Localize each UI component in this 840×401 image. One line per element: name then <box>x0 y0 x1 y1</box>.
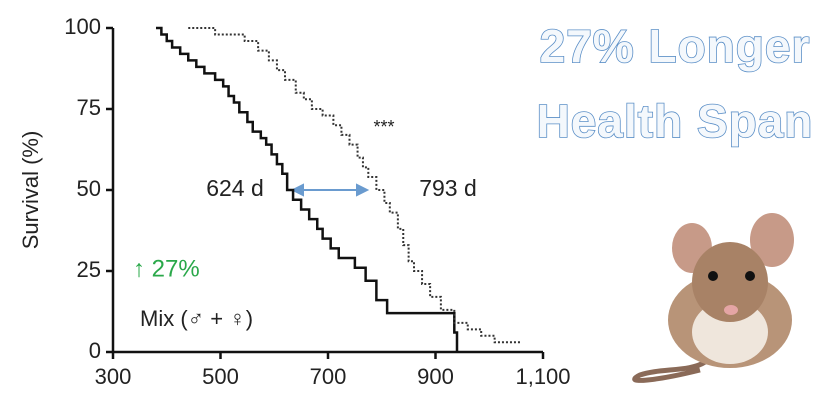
y-tick-label: 25 <box>77 257 101 282</box>
mouse-illustration <box>632 213 794 383</box>
x-tick-label: 700 <box>310 364 347 389</box>
y-tick-label: 75 <box>77 95 101 120</box>
increase-label: ↑ 27% <box>133 255 200 282</box>
group-label: Mix (♂ + ♀) <box>140 306 253 331</box>
significance: *** <box>373 117 394 137</box>
survival-curve <box>156 26 459 352</box>
median-arrow <box>290 183 370 197</box>
x-tick-label: 300 <box>95 364 132 389</box>
x-tick-label: 1,100 <box>515 364 570 389</box>
x-tick-label: 500 <box>202 364 239 389</box>
headline: 27% Longer <box>540 20 811 72</box>
treated-median: 793 d <box>419 175 477 201</box>
x-tick-label: 900 <box>417 364 454 389</box>
control-median: 624 d <box>206 175 264 201</box>
y-tick-label: 100 <box>64 14 101 39</box>
y-tick-label: 0 <box>89 338 101 363</box>
y-axis-label: Survival (%) <box>18 131 43 250</box>
headline: Health Span <box>537 95 814 147</box>
y-tick-label: 50 <box>77 176 101 201</box>
survival-curve <box>188 27 522 344</box>
